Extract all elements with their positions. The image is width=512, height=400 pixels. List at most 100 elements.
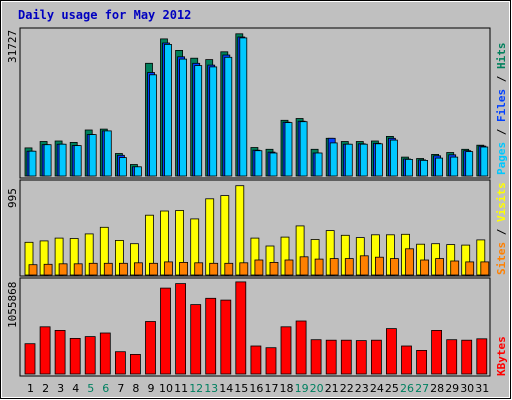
legend-panel3-part-0: KBytes <box>495 336 508 376</box>
bar-kbytes-day-7 <box>115 351 126 375</box>
bar-sites-day-21 <box>329 258 339 276</box>
x-tick-day-2: 2 <box>42 382 49 395</box>
bar-sites-day-10 <box>164 261 173 276</box>
bar-pages-day-16 <box>254 150 263 177</box>
bar-pages-day-9 <box>149 74 157 177</box>
bar-kbytes-day-4 <box>69 337 81 375</box>
bar-visits-day-15 <box>235 185 245 276</box>
bar-kbytes-day-20 <box>310 339 322 375</box>
bar-kbytes-day-3 <box>54 329 66 375</box>
x-tick-day-8: 8 <box>132 382 139 395</box>
x-tick-day-21: 21 <box>325 382 339 395</box>
bar-sites-day-30 <box>465 261 475 276</box>
bar-sites-day-8 <box>133 262 143 276</box>
bar-pages-day-3 <box>58 143 67 177</box>
bar-kbytes-day-2 <box>39 326 51 375</box>
bar-pages-day-25 <box>389 139 398 177</box>
x-tick-day-28: 28 <box>430 382 444 395</box>
bar-sites-day-15 <box>239 262 249 276</box>
bar-sites-day-4 <box>73 263 83 276</box>
bar-kbytes-day-12 <box>190 304 202 375</box>
legend-panel1-part-3: / <box>495 69 508 89</box>
bar-pages-day-12 <box>194 65 203 177</box>
x-tick-day-15: 15 <box>234 382 248 395</box>
panel-visits-sites-ymax: 995 <box>6 188 19 208</box>
bar-kbytes-day-11 <box>175 283 187 375</box>
bar-sites-day-12 <box>194 262 204 276</box>
bar-sites-day-19 <box>299 256 309 276</box>
x-tick-day-3: 3 <box>57 382 64 395</box>
legend-panel2-part-2: Visits <box>495 182 508 222</box>
bar-kbytes-day-21 <box>325 339 337 375</box>
bar-pages-day-11 <box>179 58 188 177</box>
bar-sites-day-1 <box>28 264 38 276</box>
bar-pages-day-14 <box>224 56 233 177</box>
x-tick-day-24: 24 <box>370 382 384 395</box>
bar-sites-day-5 <box>88 262 98 276</box>
bar-sites-day-24 <box>374 256 384 276</box>
bar-pages-day-8 <box>133 166 142 177</box>
bar-pages-day-23 <box>359 143 368 177</box>
x-tick-day-22: 22 <box>340 382 354 395</box>
x-tick-day-23: 23 <box>355 382 369 395</box>
legend-panel1: Pages / Files / Hits <box>495 43 508 176</box>
x-tick-day-26: 26 <box>400 382 414 395</box>
x-tick-day-19: 19 <box>295 382 309 395</box>
bar-sites-day-3 <box>58 263 68 276</box>
panel-visits-sites-bars <box>24 185 490 276</box>
chart-title: Daily usage for May 2012 <box>18 8 191 22</box>
bar-sites-day-31 <box>480 261 490 276</box>
bar-sites-day-7 <box>119 262 128 276</box>
bar-sites-day-13 <box>209 262 219 276</box>
bar-pages-day-26 <box>405 158 413 177</box>
legend-panel1-part-1: / <box>495 122 508 142</box>
bar-kbytes-day-29 <box>446 339 458 375</box>
bar-kbytes-day-28 <box>431 329 443 375</box>
bar-pages-day-13 <box>209 66 218 177</box>
bar-kbytes-day-30 <box>461 339 473 375</box>
panel-hits-files-pages: 31727 <box>6 27 491 179</box>
panel-kbytes-bars <box>24 281 488 375</box>
bar-sites-day-28 <box>435 258 445 276</box>
x-tick-day-14: 14 <box>219 382 233 395</box>
bar-kbytes-day-23 <box>355 340 367 375</box>
panel-hits-files-pages-ymax: 31727 <box>6 30 19 63</box>
bar-pages-day-18 <box>284 122 293 177</box>
legend-panel3: KBytes <box>495 336 508 376</box>
x-tick-day-11: 11 <box>174 382 188 395</box>
x-tick-day-5: 5 <box>87 382 94 395</box>
bar-sites-day-9 <box>149 262 158 276</box>
bar-pages-day-7 <box>119 157 127 177</box>
bar-kbytes-day-27 <box>416 349 428 375</box>
x-tick-day-7: 7 <box>117 382 124 395</box>
bar-pages-day-6 <box>103 130 112 177</box>
bar-kbytes-day-16 <box>250 345 262 375</box>
bar-kbytes-day-14 <box>220 299 232 375</box>
x-tick-day-17: 17 <box>265 382 279 395</box>
bar-pages-day-17 <box>269 152 278 177</box>
bar-pages-day-21 <box>329 142 338 177</box>
bar-kbytes-day-9 <box>145 321 156 375</box>
bar-kbytes-day-1 <box>24 343 36 375</box>
legend-panel1-part-4: Hits <box>495 43 508 70</box>
x-tick-day-6: 6 <box>102 382 109 395</box>
bar-pages-day-20 <box>314 152 323 177</box>
bar-pages-day-22 <box>344 143 353 177</box>
x-axis-day-labels: 1 2 3 4 5 6 7 8 9 10 11 12 13 14 15 16 17 18 19 20 21 22 23 24 2… <box>27 382 489 395</box>
bar-pages-day-29 <box>450 156 459 177</box>
panel-hits-files-pages-bars <box>24 33 489 177</box>
bar-kbytes-day-15 <box>235 281 247 375</box>
x-tick-day-9: 9 <box>148 382 155 395</box>
bar-sites-day-26 <box>405 248 414 276</box>
legend-panel2-part-1: / <box>495 222 508 242</box>
x-tick-day-25: 25 <box>385 382 399 395</box>
bar-kbytes-day-10 <box>160 287 171 375</box>
x-tick-day-4: 4 <box>72 382 79 395</box>
bar-sites-day-11 <box>179 261 189 276</box>
panel-kbytes: 1055868 <box>6 277 491 377</box>
bar-kbytes-day-5 <box>84 336 96 375</box>
x-tick-day-12: 12 <box>189 382 203 395</box>
bar-pages-day-5 <box>88 134 97 177</box>
